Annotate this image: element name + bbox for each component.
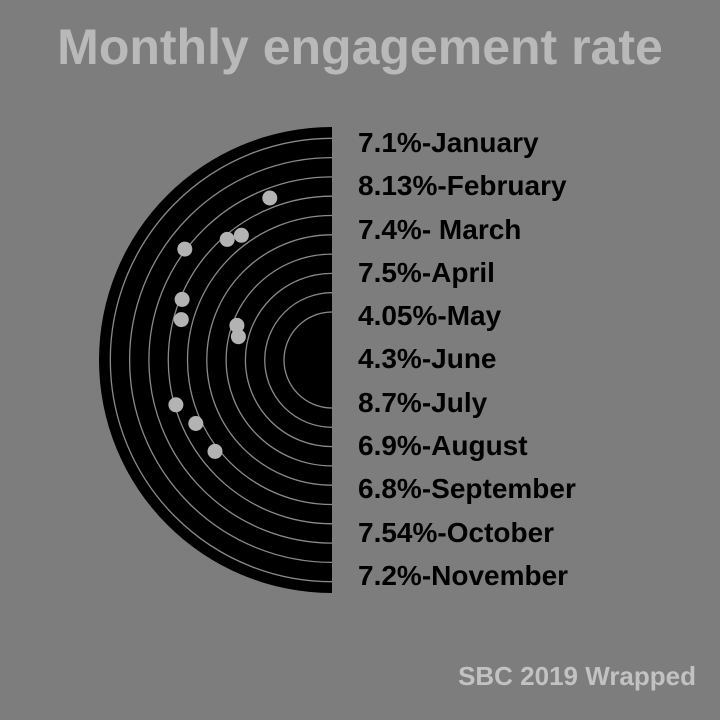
chart-title: Monthly engagement rate (57, 19, 663, 75)
month-label: 6.9%-August (358, 430, 528, 462)
month-label-list: 7.1%-January 8.13%-February 7.4%- March … (358, 121, 576, 597)
ring-9 (128, 156, 333, 564)
month-label: 8.13%-February (358, 170, 567, 202)
month-label: 7.54%-October (358, 516, 555, 548)
month-label: 7.1%-January (358, 127, 539, 158)
ring-6 (186, 214, 333, 506)
dot-september (207, 443, 223, 459)
footer-credit: SBC 2019 Wrapped (458, 661, 696, 691)
ring-10 (109, 137, 333, 583)
dot-november (173, 312, 189, 328)
month-label: 6.8%-September (358, 473, 576, 505)
month-label: 7.4%- March (358, 213, 522, 245)
ring-4 (225, 253, 333, 467)
ring-5 (206, 234, 333, 486)
month-label: 8.7%-July (358, 386, 488, 418)
dot-october (168, 397, 184, 413)
month-label: 4.3%-June (358, 343, 497, 375)
month-label: 7.5%-April (358, 256, 495, 288)
dot-august (188, 416, 204, 431)
dot-february (262, 190, 278, 206)
dot-june (229, 317, 245, 333)
ring-group (109, 137, 333, 583)
half-disc (99, 127, 332, 593)
dot-april (174, 291, 190, 307)
dot-may (230, 329, 246, 345)
dot-july (177, 241, 193, 257)
dot-group (168, 190, 278, 459)
ring-8 (148, 176, 333, 544)
ring-7 (167, 195, 333, 525)
dot-march (219, 231, 235, 247)
ring-3 (244, 272, 333, 448)
dot-january (233, 227, 249, 243)
ring-2 (264, 292, 333, 428)
month-label: 7.2%-November (358, 559, 569, 591)
ring-1 (283, 311, 333, 409)
month-label: 4.05%-May (358, 300, 502, 332)
